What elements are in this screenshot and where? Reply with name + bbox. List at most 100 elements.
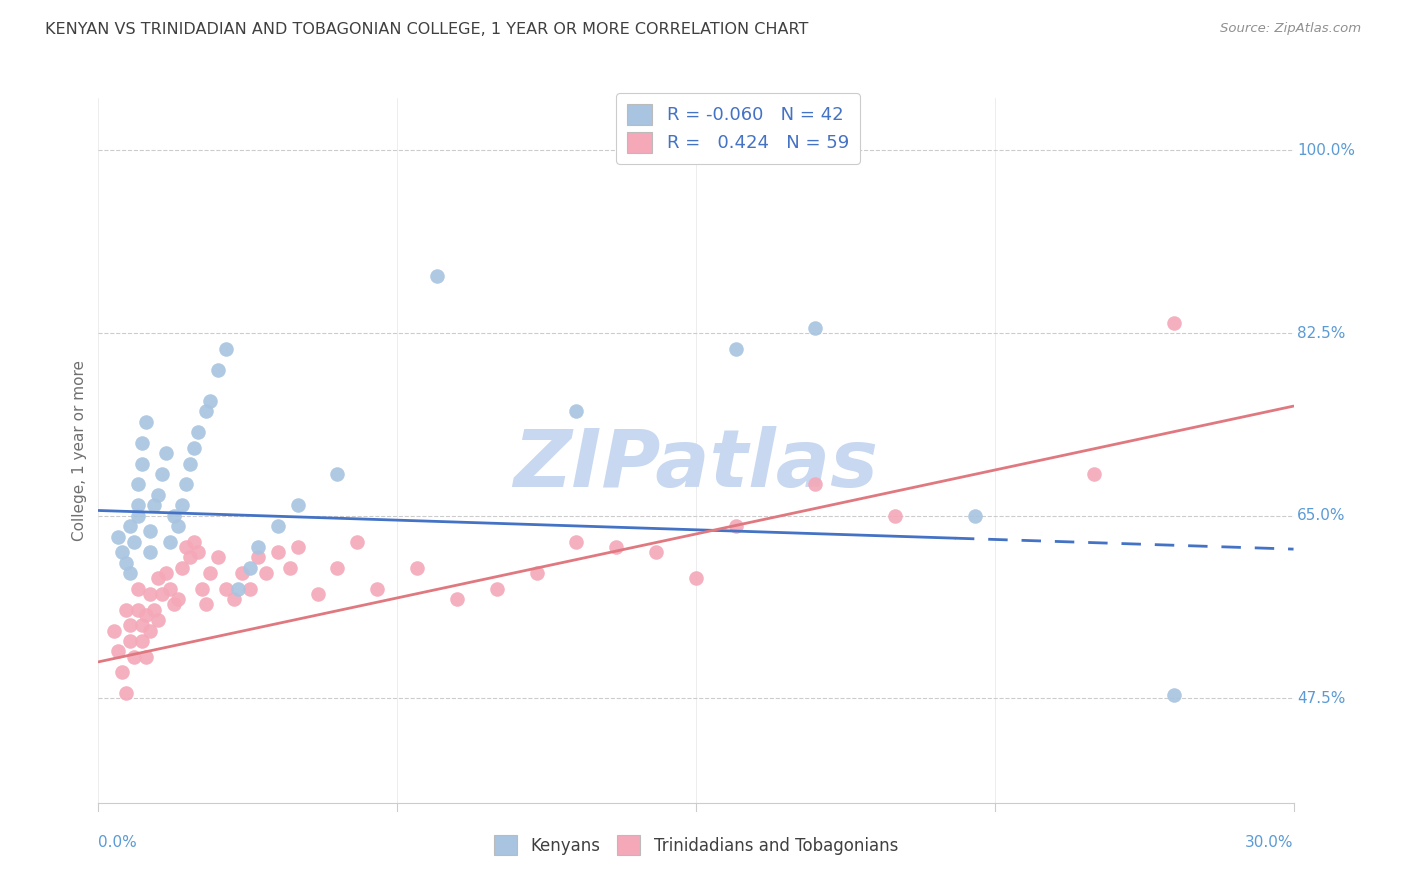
Point bbox=[198, 393, 221, 408]
Point bbox=[207, 362, 229, 376]
Point bbox=[198, 566, 221, 581]
Point bbox=[226, 582, 249, 596]
Text: 30.0%: 30.0% bbox=[1246, 835, 1294, 849]
Point bbox=[111, 545, 134, 559]
Point bbox=[174, 477, 197, 491]
Point bbox=[426, 268, 449, 283]
Point bbox=[239, 582, 262, 596]
Text: ZIPatlas: ZIPatlas bbox=[513, 425, 879, 504]
Point bbox=[187, 425, 209, 440]
Point bbox=[172, 561, 194, 575]
Point bbox=[131, 457, 153, 471]
Point bbox=[195, 404, 218, 418]
Point bbox=[127, 477, 149, 491]
Text: 100.0%: 100.0% bbox=[1298, 143, 1355, 158]
Point bbox=[231, 566, 253, 581]
Point bbox=[963, 508, 986, 523]
Point bbox=[246, 550, 269, 565]
Point bbox=[254, 566, 277, 581]
Y-axis label: College, 1 year or more: College, 1 year or more bbox=[72, 360, 87, 541]
Point bbox=[207, 550, 229, 565]
Point bbox=[127, 582, 149, 596]
Point bbox=[326, 561, 349, 575]
Point bbox=[167, 519, 190, 533]
Point bbox=[804, 320, 827, 334]
Point bbox=[1083, 467, 1105, 481]
Point bbox=[326, 467, 349, 481]
Point bbox=[131, 435, 153, 450]
Point bbox=[406, 561, 429, 575]
Point bbox=[246, 540, 269, 554]
Legend: Kenyans, Trinidadians and Tobagonians: Kenyans, Trinidadians and Tobagonians bbox=[486, 829, 905, 862]
Point bbox=[287, 498, 309, 512]
Point bbox=[155, 566, 177, 581]
Point bbox=[120, 634, 142, 648]
Point bbox=[346, 534, 368, 549]
Point bbox=[172, 498, 194, 512]
Text: 82.5%: 82.5% bbox=[1298, 326, 1346, 341]
Point bbox=[565, 404, 588, 418]
Point bbox=[804, 477, 827, 491]
Point bbox=[155, 446, 177, 460]
Point bbox=[685, 571, 707, 585]
Point bbox=[163, 508, 186, 523]
Point bbox=[139, 587, 162, 601]
Point bbox=[446, 592, 468, 607]
Point bbox=[103, 624, 125, 638]
Point bbox=[174, 540, 197, 554]
Point bbox=[187, 545, 209, 559]
Point bbox=[1163, 316, 1185, 330]
Point bbox=[124, 649, 146, 664]
Point bbox=[115, 556, 138, 570]
Point bbox=[215, 582, 238, 596]
Point bbox=[120, 519, 142, 533]
Point bbox=[167, 592, 190, 607]
Point bbox=[191, 582, 214, 596]
Point bbox=[143, 602, 166, 616]
Point bbox=[139, 524, 162, 539]
Text: KENYAN VS TRINIDADIAN AND TOBAGONIAN COLLEGE, 1 YEAR OR MORE CORRELATION CHART: KENYAN VS TRINIDADIAN AND TOBAGONIAN COL… bbox=[45, 22, 808, 37]
Point bbox=[120, 618, 142, 632]
Point bbox=[135, 607, 157, 622]
Point bbox=[366, 582, 388, 596]
Point bbox=[135, 649, 157, 664]
Point bbox=[179, 550, 201, 565]
Text: 47.5%: 47.5% bbox=[1298, 691, 1346, 706]
Point bbox=[115, 602, 138, 616]
Point bbox=[107, 644, 129, 658]
Point bbox=[143, 498, 166, 512]
Point bbox=[565, 534, 588, 549]
Point bbox=[148, 488, 170, 502]
Point bbox=[287, 540, 309, 554]
Point bbox=[150, 467, 173, 481]
Point bbox=[884, 508, 907, 523]
Point bbox=[159, 534, 181, 549]
Point bbox=[150, 587, 173, 601]
Point bbox=[148, 613, 170, 627]
Point bbox=[724, 342, 747, 356]
Text: Source: ZipAtlas.com: Source: ZipAtlas.com bbox=[1220, 22, 1361, 36]
Point bbox=[183, 534, 205, 549]
Point bbox=[724, 519, 747, 533]
Point bbox=[111, 665, 134, 680]
Text: 0.0%: 0.0% bbox=[98, 835, 138, 849]
Point bbox=[163, 598, 186, 612]
Point bbox=[131, 634, 153, 648]
Point bbox=[267, 545, 290, 559]
Point bbox=[159, 582, 181, 596]
Point bbox=[267, 519, 290, 533]
Point bbox=[131, 618, 153, 632]
Text: 65.0%: 65.0% bbox=[1298, 508, 1346, 524]
Point bbox=[127, 508, 149, 523]
Point bbox=[183, 441, 205, 455]
Point bbox=[526, 566, 548, 581]
Point bbox=[127, 498, 149, 512]
Point bbox=[215, 342, 238, 356]
Point bbox=[1163, 688, 1185, 702]
Point bbox=[307, 587, 329, 601]
Point bbox=[195, 598, 218, 612]
Point bbox=[485, 582, 508, 596]
Point bbox=[605, 540, 627, 554]
Point bbox=[139, 545, 162, 559]
Point bbox=[148, 571, 170, 585]
